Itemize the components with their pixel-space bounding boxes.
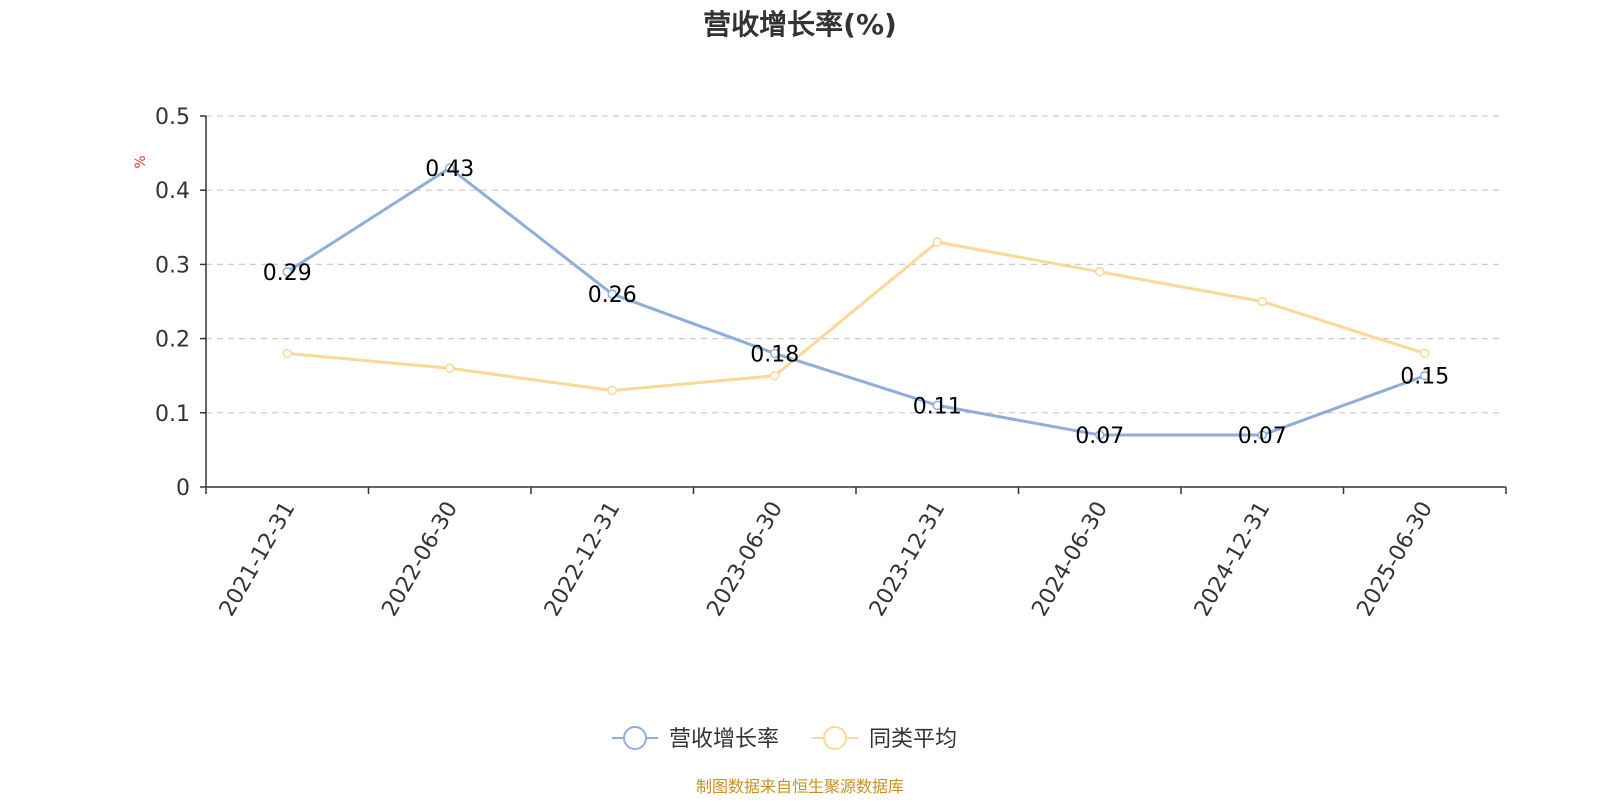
series-1-point xyxy=(1257,430,1267,440)
data-label: 0.26 xyxy=(588,283,637,308)
x-tick-label: 2024-06-30 xyxy=(1027,498,1113,621)
series-2-point xyxy=(282,348,292,359)
series-2-point xyxy=(932,237,942,247)
series-2-point xyxy=(1420,348,1430,359)
x-tick-label: 2025-06-30 xyxy=(1352,498,1438,621)
series-line-1 xyxy=(286,166,1426,437)
y-tick-label: 0.2 xyxy=(155,328,190,353)
axes: 0 0.1 0.2 0.3 0.4 0.5 2021-12-31 2022-06-30 2022… xyxy=(155,105,1507,621)
x-tick-label: 2024-12-31 xyxy=(1190,498,1276,621)
data-labels: 0.29 0.43 0.26 0.18 0.11 0.07 0.07 0.15 xyxy=(263,157,1449,449)
legend-marker xyxy=(823,726,847,750)
x-tick-label: 2022-12-31 xyxy=(540,498,626,621)
x-tick-label: 2021-12-31 xyxy=(215,498,301,621)
series-2-point xyxy=(770,370,780,381)
series-2-point xyxy=(1095,267,1105,277)
data-label: 0.11 xyxy=(913,394,962,419)
series-1-point xyxy=(770,348,780,359)
series-1-point xyxy=(282,267,292,277)
legend[interactable]: 营收增长率 同类平均 xyxy=(612,726,957,752)
series-1-point xyxy=(445,163,455,173)
series-1-point xyxy=(1420,370,1430,381)
legend-marker xyxy=(623,726,647,750)
series-2-point xyxy=(445,363,455,374)
x-tick-label: 2023-06-30 xyxy=(702,498,788,621)
data-label: 0.18 xyxy=(750,342,799,367)
legend-label: 营收增长率 xyxy=(669,727,779,752)
y-tick-label: 0.5 xyxy=(155,105,190,130)
series xyxy=(282,163,1430,440)
grid xyxy=(206,115,1500,414)
x-tick-label: 2022-06-30 xyxy=(377,498,463,621)
y-tick-label: 0.4 xyxy=(155,179,190,204)
chart-title: 营收增长率(%) xyxy=(703,8,897,41)
x-tick-label: 2023-12-31 xyxy=(865,498,951,621)
data-label: 0.15 xyxy=(1400,365,1449,390)
data-label: 0.07 xyxy=(1075,424,1124,449)
data-label: 0.07 xyxy=(1238,424,1287,449)
y-axis-unit: % xyxy=(133,155,149,168)
y-tick-label: 0.1 xyxy=(155,402,190,427)
series-1-point xyxy=(607,289,617,299)
legend-item-2[interactable]: 同类平均 xyxy=(812,726,957,752)
legend-item-1[interactable]: 营收增长率 xyxy=(612,726,779,752)
series-1-point xyxy=(1095,430,1105,440)
y-tick-label: 0 xyxy=(176,476,190,501)
source-note: 制图数据来自恒生聚源数据库 xyxy=(696,777,904,796)
series-1-point xyxy=(932,400,942,411)
y-tick-label: 0.3 xyxy=(155,253,190,278)
series-line-2 xyxy=(287,240,1426,393)
data-label: 0.43 xyxy=(425,157,474,182)
legend-label: 同类平均 xyxy=(869,727,957,752)
series-2-point xyxy=(1257,296,1267,307)
series-2-point xyxy=(607,385,617,396)
data-label: 0.29 xyxy=(263,261,312,286)
